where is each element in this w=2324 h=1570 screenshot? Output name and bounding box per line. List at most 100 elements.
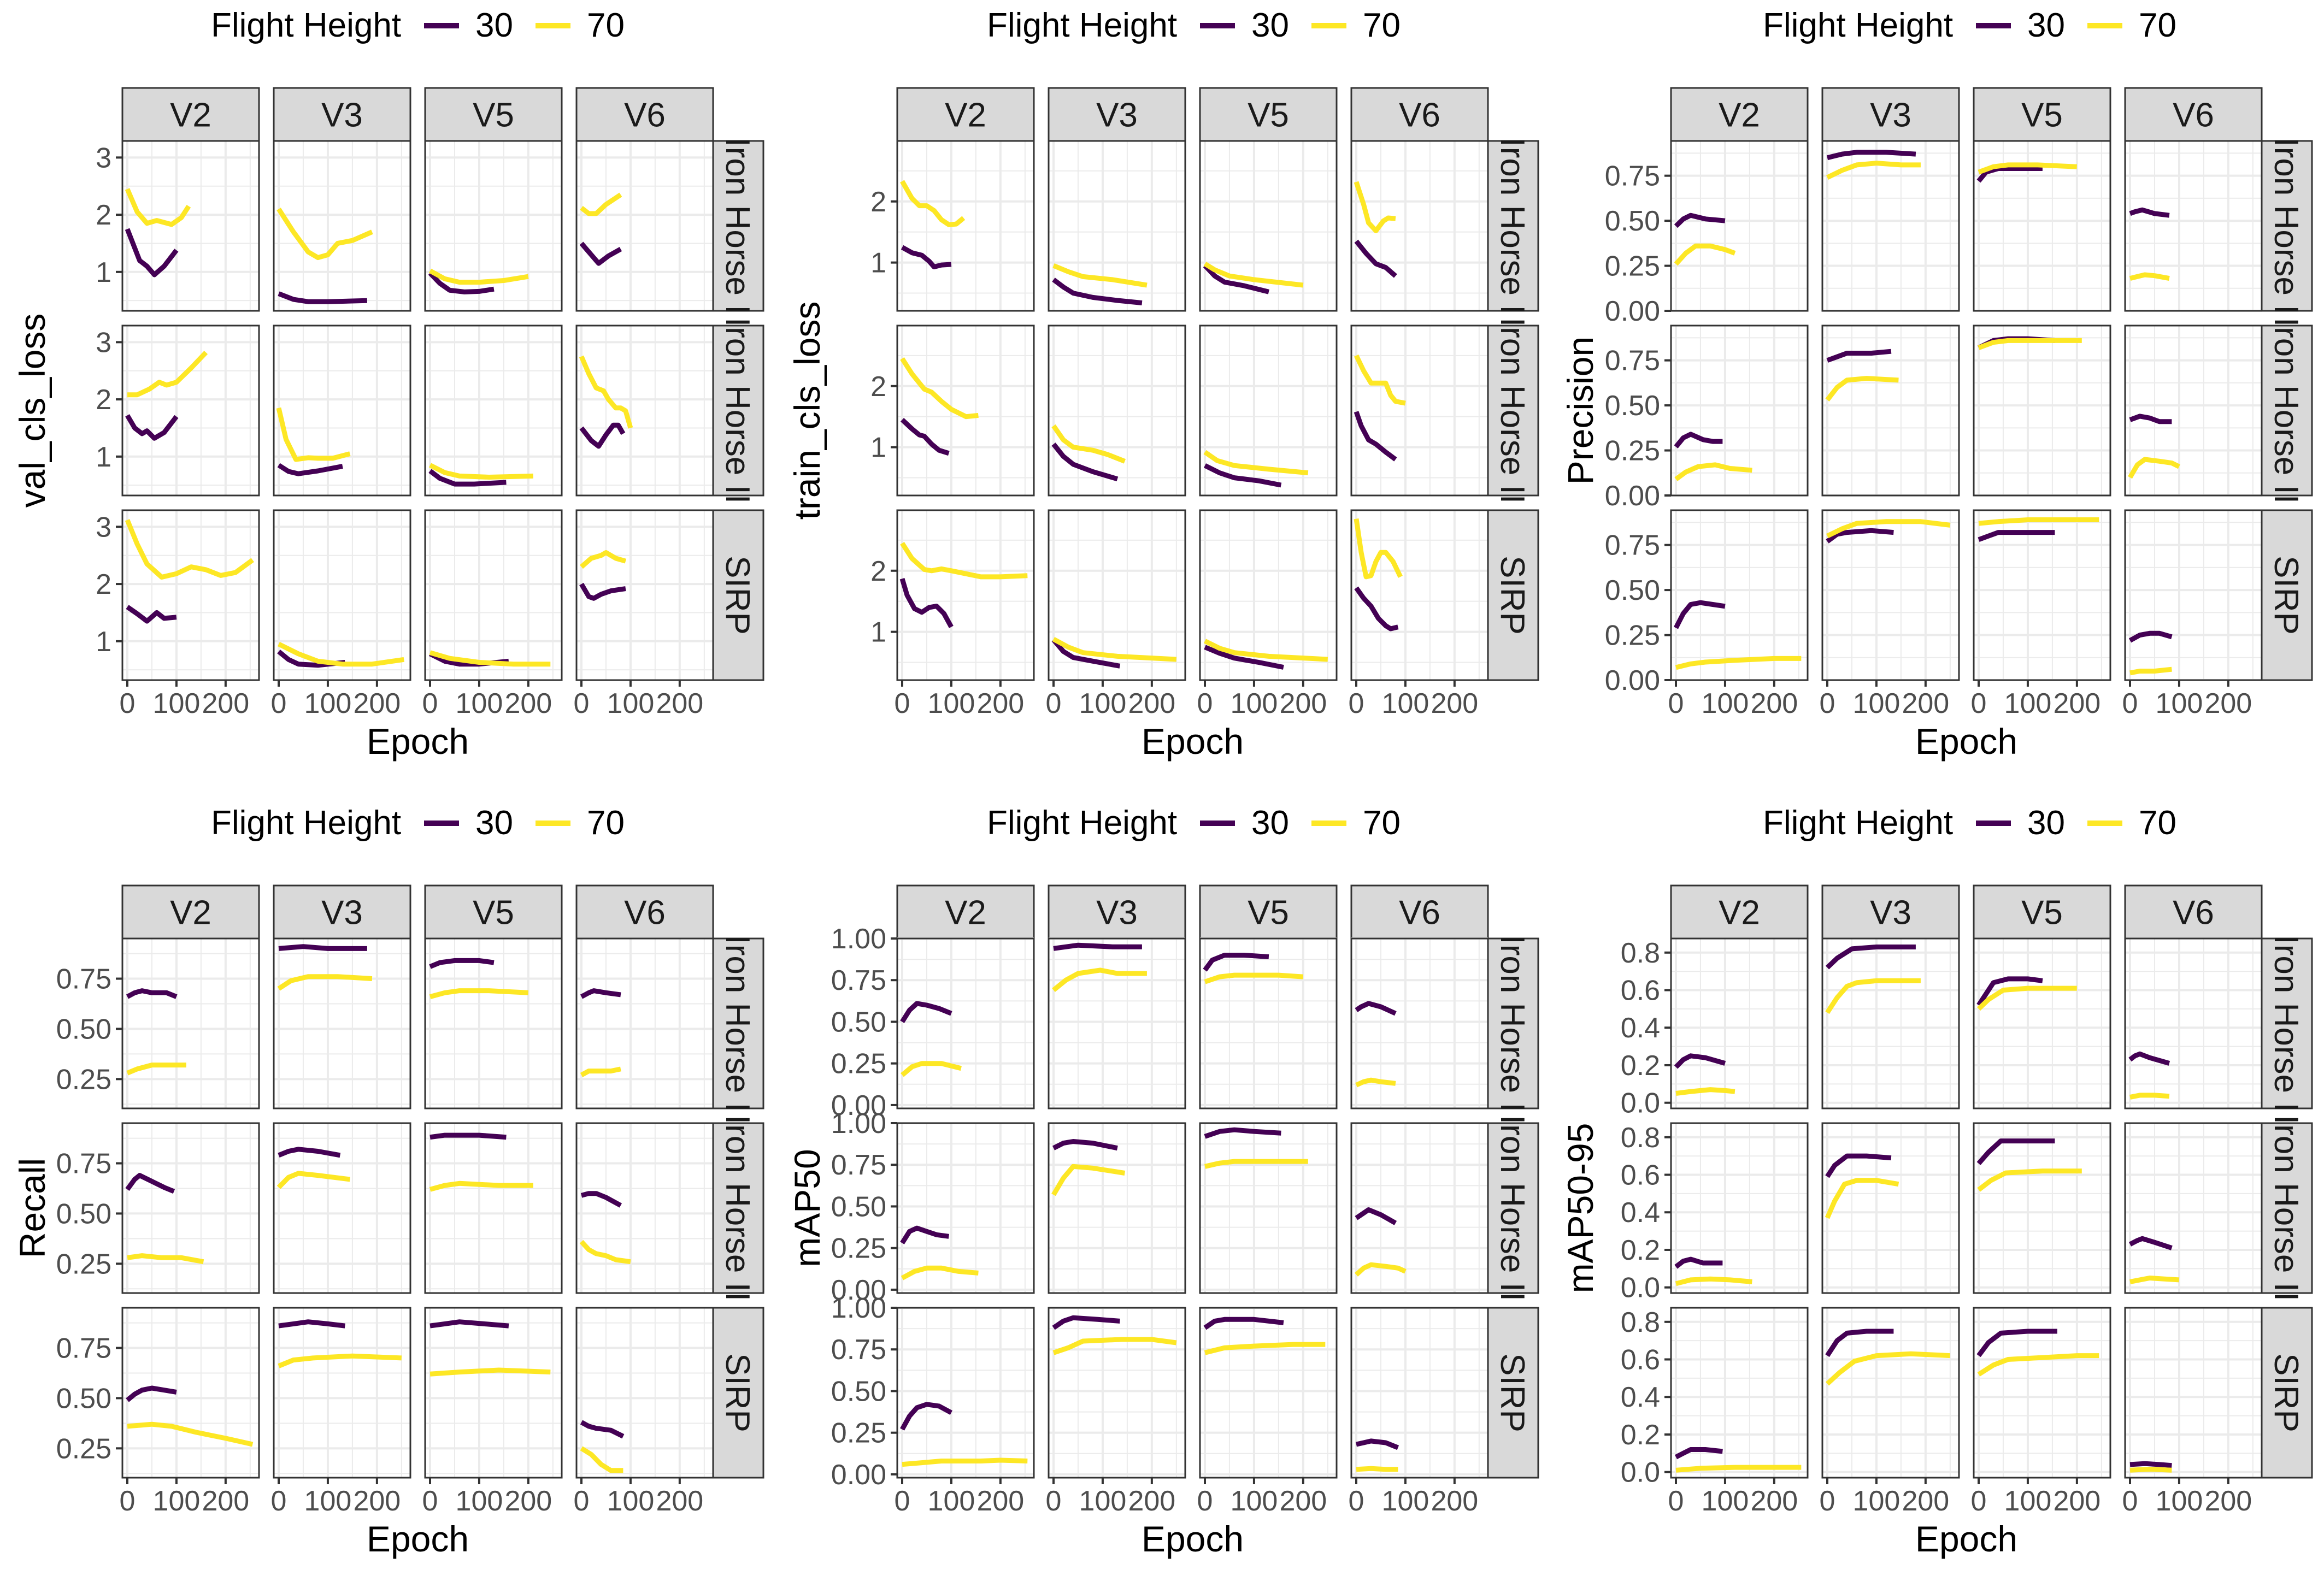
y-axis: 0.0 0.2 0.4 0.6 0.8	[1621, 1307, 1671, 1489]
panel-iron-horse-ii-v5	[1199, 324, 1338, 497]
panel-background	[1200, 939, 1337, 1108]
panel-background	[1822, 510, 1959, 680]
panel-border	[1199, 140, 1338, 312]
strip-background	[712, 1122, 764, 1294]
panel-iron-horse-ii-v6	[1350, 1122, 1489, 1294]
series-line-30	[1355, 1001, 1397, 1016]
x-tick-label: 200	[504, 688, 552, 719]
y-tick-label: 1.00	[831, 1108, 886, 1140]
series-line-30	[899, 578, 954, 628]
x-tick-label: 200	[2053, 688, 2101, 719]
x-tick-label: 200	[1279, 1485, 1327, 1517]
strip-label: Iron Horse II	[1493, 1115, 1531, 1301]
panel-sirp-v3	[273, 509, 411, 681]
column-strip-v6: V6	[2124, 884, 2263, 940]
series-line-70	[1354, 354, 1406, 406]
x-tick-label: 100	[1702, 688, 1749, 719]
panel-border	[896, 1122, 1035, 1294]
y-tick-label: 0.0	[1621, 1457, 1660, 1489]
y-tick-label: 1	[96, 257, 111, 288]
strip-label: V5	[2021, 97, 2063, 134]
x-tick-label: 200	[1902, 688, 1949, 719]
x-tick-label: 0	[1820, 688, 1835, 719]
panel-border	[1821, 937, 1960, 1109]
series-line-70	[428, 463, 533, 480]
panel-iron-horse-ii-v3	[1048, 1122, 1186, 1294]
row-strip-sirp: SIRP	[1487, 1307, 1539, 1479]
panel-iron-horse-i-v6	[575, 937, 714, 1109]
x-axis: 0 100 200	[1820, 680, 1949, 719]
series-line-70	[2129, 272, 2170, 281]
panel-background	[897, 1123, 1034, 1293]
strip-background	[1670, 884, 1809, 940]
strip-label: Iron Horse I	[719, 935, 756, 1112]
y-tick-label: 0.8	[1621, 1122, 1660, 1154]
column-strip-v6: V6	[1350, 87, 1489, 142]
x-tick-label: 100	[1231, 688, 1278, 719]
y-tick-label: 0.4	[1621, 1197, 1660, 1229]
x-tick-label: 0	[1349, 1485, 1364, 1517]
y-tick-label: 2	[96, 569, 111, 600]
panel-background	[122, 1308, 259, 1478]
series-line-70	[580, 1446, 623, 1473]
panel-border	[1973, 324, 2111, 497]
panel-border	[575, 937, 714, 1109]
y-tick-label: 0.6	[1621, 1344, 1660, 1376]
panel-background	[1351, 939, 1488, 1108]
x-tick-label: 0	[422, 688, 438, 719]
y-tick-label: 0.00	[831, 1090, 886, 1122]
x-axis: 0 100 200	[1197, 1478, 1327, 1517]
x-tick-label: 200	[976, 688, 1024, 719]
panel-background	[1351, 1123, 1488, 1293]
y-tick-label: 0.25	[1605, 435, 1660, 467]
panel-iron-horse-ii-v2	[1670, 1122, 1809, 1294]
y-tick-label: 0.6	[1621, 1160, 1660, 1191]
x-axis: 0 100 200	[574, 680, 703, 719]
panel-border	[1670, 1122, 1809, 1294]
panel-border	[1350, 140, 1489, 312]
x-tick-label: 0	[271, 1485, 287, 1517]
x-axis: 0 100 200	[895, 1478, 1024, 1517]
y-tick-label: 0.25	[56, 1064, 111, 1095]
series-line-30	[579, 422, 626, 449]
panel-border	[424, 937, 563, 1109]
panel-iron-horse-i-v2	[896, 937, 1035, 1109]
y-axis-title: val_cls_loss	[12, 314, 52, 508]
y-tick-label: 0.25	[831, 1048, 886, 1080]
series-line-30	[1976, 976, 2043, 1007]
x-tick-label: 100	[1231, 1485, 1278, 1517]
x-tick-label: 200	[1128, 688, 1175, 719]
strip-label: V6	[1399, 97, 1440, 134]
x-tick-label: 200	[656, 688, 703, 719]
panel-background	[1049, 141, 1185, 311]
series-line-70	[1052, 967, 1147, 992]
strip-background	[575, 87, 714, 142]
series-line-70	[1674, 462, 1752, 481]
column-strip-v3: V3	[1048, 884, 1186, 940]
series-line-30	[579, 241, 622, 266]
column-strip-v6: V6	[1350, 884, 1489, 940]
y-tick-label: 0.0	[1621, 1088, 1660, 1119]
strip-label: V2	[1719, 97, 1760, 134]
strip-label: SIRP	[1493, 1353, 1531, 1432]
panel-sirp-v3	[273, 1307, 411, 1479]
strip-background	[1199, 87, 1338, 142]
panel-sirp-v6	[1350, 509, 1489, 681]
x-tick-label: 100	[928, 688, 975, 719]
x-axis-title: Epoch	[1142, 1519, 1244, 1559]
y-tick-label: 0.75	[831, 1334, 886, 1366]
chart-precision: Flight Height 30 70 V2 V3 V5 V6 Iron Horse I 0.0…	[1560, 7, 2313, 762]
panel-sirp-v5	[424, 1307, 563, 1479]
panel-border	[1670, 509, 1809, 681]
strip-background	[1821, 884, 1960, 940]
series-line-30	[1674, 213, 1726, 228]
row-strip-sirp: SIRP	[1487, 509, 1539, 681]
panel-border	[424, 1122, 563, 1294]
panel-background	[1974, 326, 2110, 495]
strip-label: Iron Horse II	[1493, 317, 1531, 504]
panel-iron-horse-i-v2	[121, 937, 260, 1109]
panel-background	[122, 326, 259, 495]
strip-background	[1487, 509, 1539, 681]
x-axis: 0 100 200	[120, 680, 249, 719]
series-line-70	[1051, 1164, 1126, 1196]
